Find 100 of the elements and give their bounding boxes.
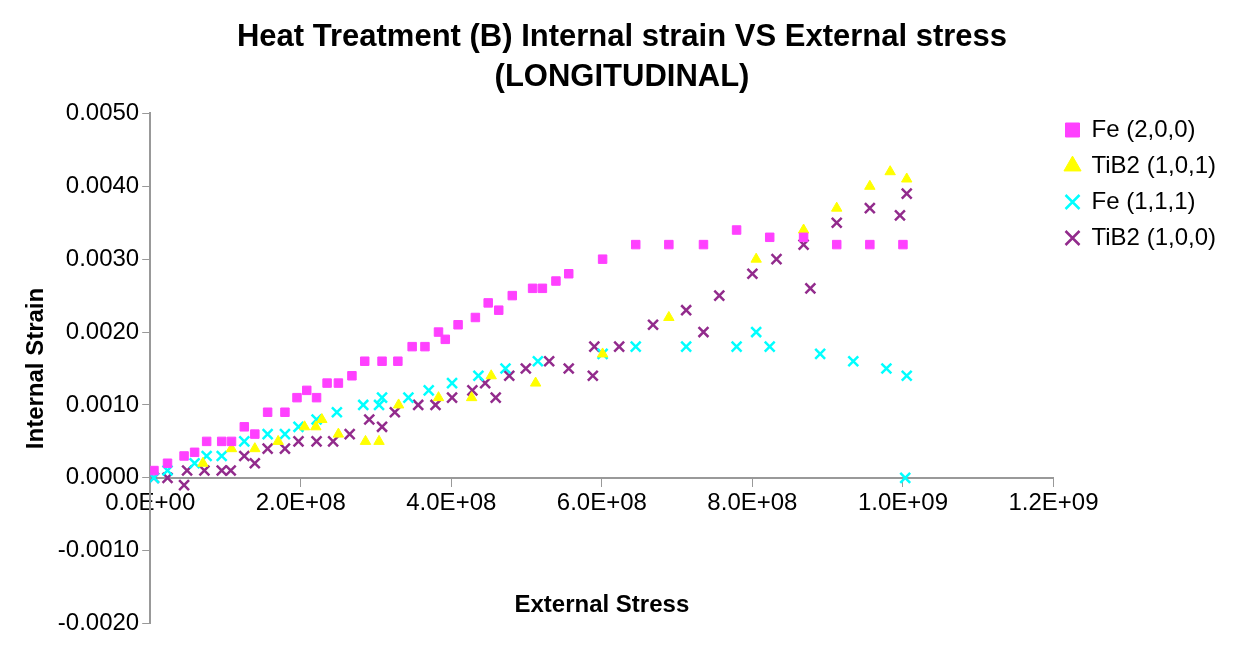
point [330, 406, 344, 419]
point [865, 239, 875, 250]
point [359, 434, 372, 445]
point [884, 165, 896, 176]
x-tick-label: 6.0E+08 [556, 487, 647, 515]
point [551, 276, 561, 286]
point [863, 201, 877, 215]
x-tick-label: 2.0E+08 [255, 487, 346, 515]
point [899, 471, 912, 485]
point [465, 391, 478, 402]
x-tick-label: 1.2E+09 [1008, 487, 1099, 515]
point [563, 269, 574, 279]
point [310, 420, 322, 431]
point [201, 436, 212, 447]
point [262, 407, 273, 417]
point [189, 447, 200, 458]
point [326, 435, 340, 448]
point [292, 392, 302, 403]
point [898, 239, 908, 250]
point [764, 232, 775, 243]
point [292, 435, 305, 448]
point [302, 385, 312, 396]
x-tick-label: 1.0E+09 [857, 487, 949, 515]
point [292, 420, 305, 434]
point [562, 362, 575, 375]
point [646, 318, 660, 331]
point [499, 362, 512, 375]
point [363, 413, 376, 426]
point [847, 355, 860, 368]
point [493, 305, 504, 315]
point [161, 464, 174, 477]
point [900, 369, 913, 382]
point [197, 456, 209, 467]
point [420, 341, 430, 352]
point [797, 238, 810, 251]
legend-label: TiB2 (1,0,1) [1091, 150, 1217, 178]
point [393, 356, 403, 366]
point [150, 465, 159, 476]
point [746, 267, 759, 280]
point [453, 320, 463, 330]
point [864, 179, 876, 190]
point [763, 340, 776, 353]
point [226, 436, 237, 447]
point [238, 435, 251, 448]
point [597, 254, 608, 264]
point [177, 478, 191, 492]
point [188, 457, 201, 470]
point [411, 398, 425, 412]
point [402, 391, 415, 404]
point [388, 406, 402, 419]
point [238, 449, 251, 463]
point [663, 310, 675, 321]
point [804, 282, 817, 295]
point [249, 442, 261, 453]
point [664, 239, 674, 250]
x-axis-title: External Stress [514, 589, 690, 617]
point [472, 369, 485, 382]
point [731, 225, 742, 235]
y-tick-label: 0.0050 [65, 98, 140, 126]
point [215, 464, 228, 477]
point [519, 362, 533, 375]
x-tick-label: 8.0E+08 [707, 487, 798, 515]
point [215, 449, 228, 463]
point [893, 209, 907, 222]
point [298, 420, 311, 431]
point [445, 376, 459, 390]
chart-title: Heat Treatment (B) Internal strain VS External stress (LONGITUDINAL) [235, 17, 1009, 95]
point [250, 429, 260, 439]
point [429, 398, 442, 412]
point [347, 371, 357, 381]
point [750, 252, 762, 263]
point [278, 442, 292, 455]
y-tick-label: 0.0000 [65, 462, 140, 490]
point [697, 325, 710, 339]
point [311, 392, 322, 403]
point [900, 187, 913, 200]
y-tick-label: 0.0030 [65, 243, 140, 271]
point [310, 435, 323, 448]
point [332, 427, 345, 438]
point [432, 391, 445, 402]
point [503, 369, 516, 382]
point [831, 201, 843, 212]
point [316, 413, 328, 424]
point [280, 407, 290, 417]
x-tick-label: 0.0E+00 [105, 487, 196, 515]
point [433, 327, 444, 337]
point [239, 422, 250, 432]
point [162, 458, 173, 468]
point [373, 434, 385, 445]
y-axis-title: Internal Strain [21, 287, 49, 450]
point [272, 434, 284, 445]
point [248, 457, 262, 470]
y-tick-label: 0.0020 [65, 316, 140, 344]
point [830, 216, 843, 229]
point [343, 427, 356, 441]
point [698, 239, 709, 250]
point [278, 427, 292, 441]
point [542, 355, 556, 368]
point [507, 290, 518, 301]
point [537, 283, 548, 294]
